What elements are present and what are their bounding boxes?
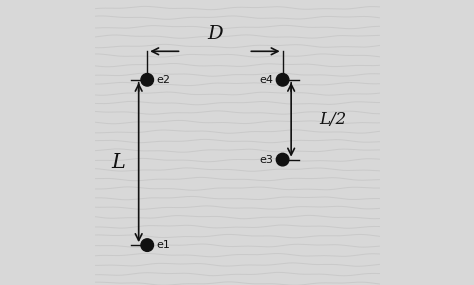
- Circle shape: [141, 239, 154, 251]
- Circle shape: [141, 74, 154, 86]
- Circle shape: [276, 153, 289, 166]
- Text: e4: e4: [259, 75, 273, 85]
- Text: L/2: L/2: [319, 111, 347, 128]
- Text: e3: e3: [260, 154, 273, 165]
- Text: L: L: [112, 153, 126, 172]
- Text: e1: e1: [156, 240, 170, 250]
- Text: D: D: [207, 25, 223, 43]
- Circle shape: [276, 74, 289, 86]
- Text: e2: e2: [156, 75, 170, 85]
